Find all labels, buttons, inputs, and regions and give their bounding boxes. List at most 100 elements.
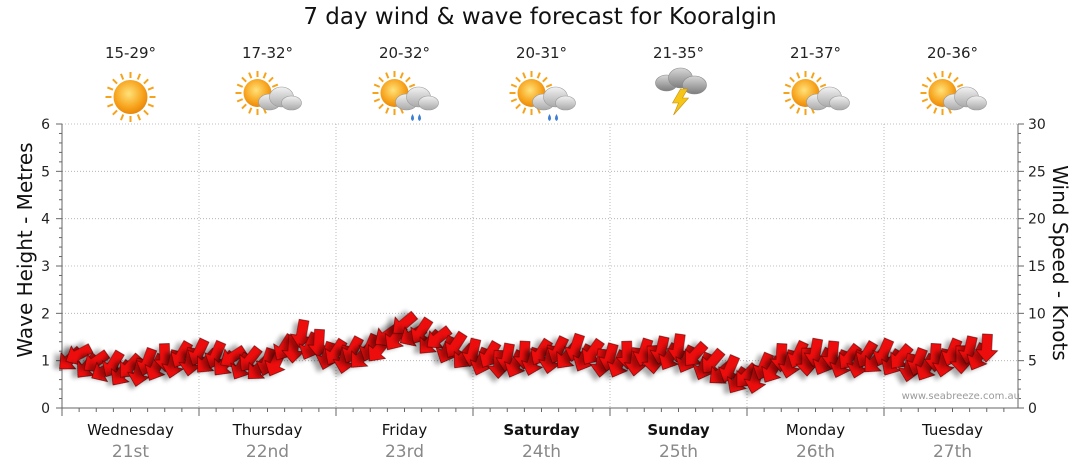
right-axis-label: Wind Speed - Knots [1048, 165, 1072, 361]
sun-ray [542, 76, 548, 83]
sun-ray [784, 98, 792, 103]
sun-ray [816, 76, 822, 83]
cloud [806, 86, 850, 111]
sun-ray [510, 83, 518, 88]
wind-arrow [426, 325, 453, 349]
right-tick-label: 25 [1028, 164, 1046, 180]
wind-arrow [718, 354, 740, 383]
wind-arrow [289, 318, 313, 349]
cloud-puff [966, 95, 987, 111]
sun-ray [953, 76, 959, 83]
sun-ray [147, 86, 154, 91]
temp-label: 17-32° [241, 44, 294, 62]
wind-arrow [65, 343, 94, 366]
sun-ray [378, 76, 384, 83]
sun-ray [120, 73, 125, 80]
rain-drop [418, 114, 421, 121]
day-name-label: Sunday [647, 421, 710, 439]
sun-cloud-rain-icon [372, 71, 439, 121]
cloud-puff [418, 95, 439, 111]
sun-ray [789, 76, 795, 83]
right-tick-label: 5 [1028, 354, 1037, 370]
temp-label: 15-29° [104, 44, 157, 62]
sun-ray [796, 107, 801, 114]
wind-arrow [281, 334, 305, 364]
chart-axes: 0 1 2 3 4 5 6 0 5 10 15 20 25 30 [41, 117, 1046, 417]
sun-ray [405, 76, 411, 83]
left-axis-label: Wave Height - Metres [13, 142, 37, 358]
sun-ray [933, 107, 938, 114]
cloud [395, 86, 439, 121]
wind-arrow [101, 349, 125, 378]
day-name-label: Saturday [503, 421, 580, 439]
sun-ray [796, 72, 801, 79]
cloud-puff [555, 95, 576, 111]
sun-ray [385, 107, 390, 114]
left-tick-label: 1 [41, 354, 50, 370]
right-tick-label: 10 [1028, 306, 1046, 322]
date-label: 26th [795, 442, 836, 462]
day-name-label: Thursday [232, 421, 303, 439]
sun-ray [926, 103, 932, 110]
weather-icons [105, 67, 987, 122]
date-label: 23rd [384, 442, 425, 462]
lightning-bolt [671, 88, 690, 116]
sun-cloud-rain-icon [509, 71, 576, 121]
cloud-puff [281, 95, 302, 111]
right-tick-label: 15 [1028, 259, 1046, 275]
temp-label: 21-35° [652, 44, 705, 62]
wind-arrow [890, 343, 914, 369]
sun-ray [956, 83, 964, 88]
sun-ray [107, 103, 114, 108]
cloud [943, 86, 987, 111]
sun-ray [926, 76, 932, 83]
sun-ray [921, 83, 929, 88]
left-tick-label: 2 [41, 306, 50, 322]
sun-cloud-icon [783, 71, 850, 115]
right-tick-label: 20 [1028, 212, 1046, 228]
storm-icon [655, 67, 707, 116]
sun-ray [248, 72, 253, 79]
wind-arrows [59, 310, 999, 394]
sun-ray [515, 103, 521, 110]
sun-ray [921, 98, 929, 103]
day-name-label: Friday [381, 421, 428, 439]
sun-ray [373, 98, 381, 103]
cloud [258, 86, 302, 111]
sun-ray [236, 98, 244, 103]
sun-ray [784, 83, 792, 88]
sun-ray [107, 86, 114, 91]
sun-ray [112, 78, 118, 85]
date-label: 21st [111, 442, 150, 462]
right-tick-label: 30 [1028, 117, 1046, 133]
sun-ray [522, 107, 527, 114]
sun-ray [248, 107, 253, 114]
sun-ray [120, 114, 125, 121]
sun-ray [373, 83, 381, 88]
cloud-puff [829, 95, 850, 111]
sun-icon [105, 72, 156, 122]
day-name-label: Wednesday [87, 421, 174, 439]
cloud [532, 86, 576, 121]
temp-label: 20-32° [378, 44, 431, 62]
sun-ray [536, 72, 541, 79]
sun-ray [143, 78, 149, 85]
sun-ray [136, 114, 141, 121]
rain-drop [555, 114, 558, 121]
sun-ray [236, 83, 244, 88]
right-tick-label: 0 [1028, 401, 1037, 417]
sun-ray [510, 98, 518, 103]
sun-ray [262, 72, 267, 79]
wind-arrow [581, 337, 605, 365]
sun-ray [271, 83, 279, 88]
day-name-label: Monday [785, 421, 846, 439]
wind-arrow [239, 345, 263, 372]
sun-ray [136, 73, 141, 80]
sun-disc [113, 80, 148, 114]
sun-ray [947, 72, 952, 79]
sun-ray [143, 109, 149, 116]
date-label: 27th [932, 442, 973, 462]
temp-label: 20-36° [926, 44, 979, 62]
wind-arrow [872, 337, 895, 367]
